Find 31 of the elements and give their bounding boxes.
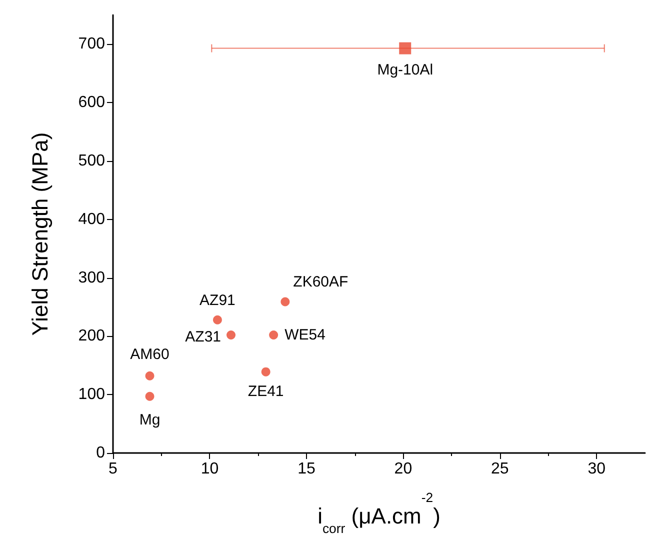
y-tick-label: 200 <box>78 328 106 345</box>
y-tick-label: 400 <box>78 210 106 228</box>
point <box>145 392 154 401</box>
annotation: Mg-10Al <box>377 61 434 78</box>
annotation: AZ91 <box>200 292 236 309</box>
annotation: ZK60AF <box>293 274 348 291</box>
point <box>399 42 412 54</box>
y-tick-label: 700 <box>78 36 106 53</box>
x-tick-label: 5 <box>108 460 118 478</box>
y-tick-label: 100 <box>78 386 106 404</box>
annotation: WE54 <box>284 326 326 344</box>
point <box>212 315 222 324</box>
annotation: ZE41 <box>248 382 284 400</box>
annotation: Mg <box>139 411 160 428</box>
point <box>269 330 278 340</box>
y-tick-label: 300 <box>78 269 106 286</box>
point <box>280 297 290 306</box>
annotation: AZ31 <box>185 328 222 346</box>
y-tick-label: 500 <box>78 152 106 170</box>
point <box>261 367 270 376</box>
y-tick-label: 0 <box>96 444 106 462</box>
x-tick-label: 20 <box>394 460 412 478</box>
annotation: AM60 <box>130 346 170 363</box>
x-tick-label: 25 <box>491 460 509 478</box>
y-axis-title: Yield Strength (MPa) <box>28 132 52 336</box>
point <box>226 330 236 340</box>
x-tick-label: 15 <box>298 460 316 478</box>
y-tick-label: 600 <box>78 94 106 112</box>
x-tick-label: 30 <box>588 460 606 478</box>
x-tick-label: 10 <box>200 460 219 478</box>
point <box>145 371 154 380</box>
